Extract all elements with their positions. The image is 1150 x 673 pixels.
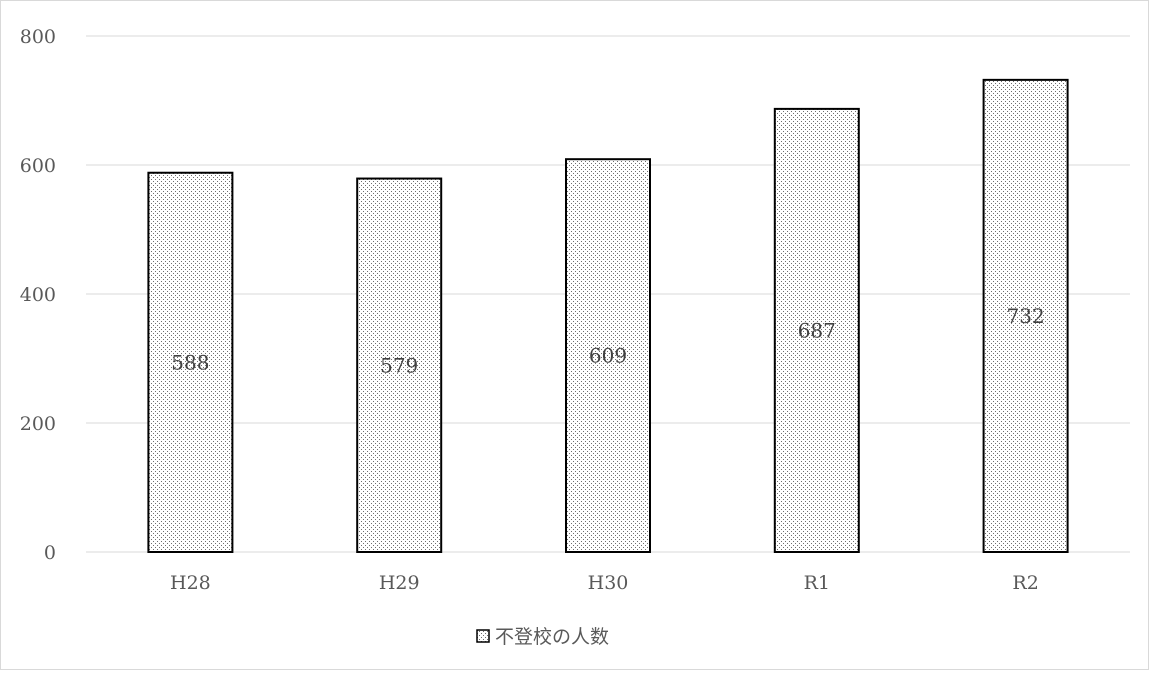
bar <box>773 107 860 553</box>
bar <box>356 177 443 553</box>
legend-label: 不登校の人数 <box>495 626 609 648</box>
y-tick-label: 800 <box>20 26 56 48</box>
x-tick-label: H29 <box>379 572 420 594</box>
data-label: 687 <box>798 318 836 342</box>
y-axis-tick-labels: 0 200 400 600 800 <box>20 26 56 564</box>
data-label: 609 <box>589 344 627 368</box>
x-tick-label: R2 <box>1012 572 1038 594</box>
x-tick-label: H30 <box>588 572 629 594</box>
x-tick-label: R1 <box>804 572 830 594</box>
y-tick-label: 600 <box>20 155 56 177</box>
bars <box>147 78 1069 554</box>
legend: 不登校の人数 <box>476 626 609 648</box>
bar <box>982 78 1069 554</box>
data-label: 579 <box>380 353 418 377</box>
bar <box>565 158 651 553</box>
x-tick-label: H28 <box>170 572 211 594</box>
y-tick-label: 200 <box>20 413 56 435</box>
legend-swatch <box>476 629 490 643</box>
y-tick-label: 400 <box>20 284 56 306</box>
data-label: 732 <box>1007 304 1045 328</box>
data-label: 588 <box>171 350 209 374</box>
data-labels: 588 579 609 687 732 <box>171 304 1044 377</box>
bar <box>147 171 234 554</box>
y-tick-label: 0 <box>44 542 56 564</box>
x-axis-tick-labels: H28 H29 H30 R1 R2 <box>170 572 1039 594</box>
